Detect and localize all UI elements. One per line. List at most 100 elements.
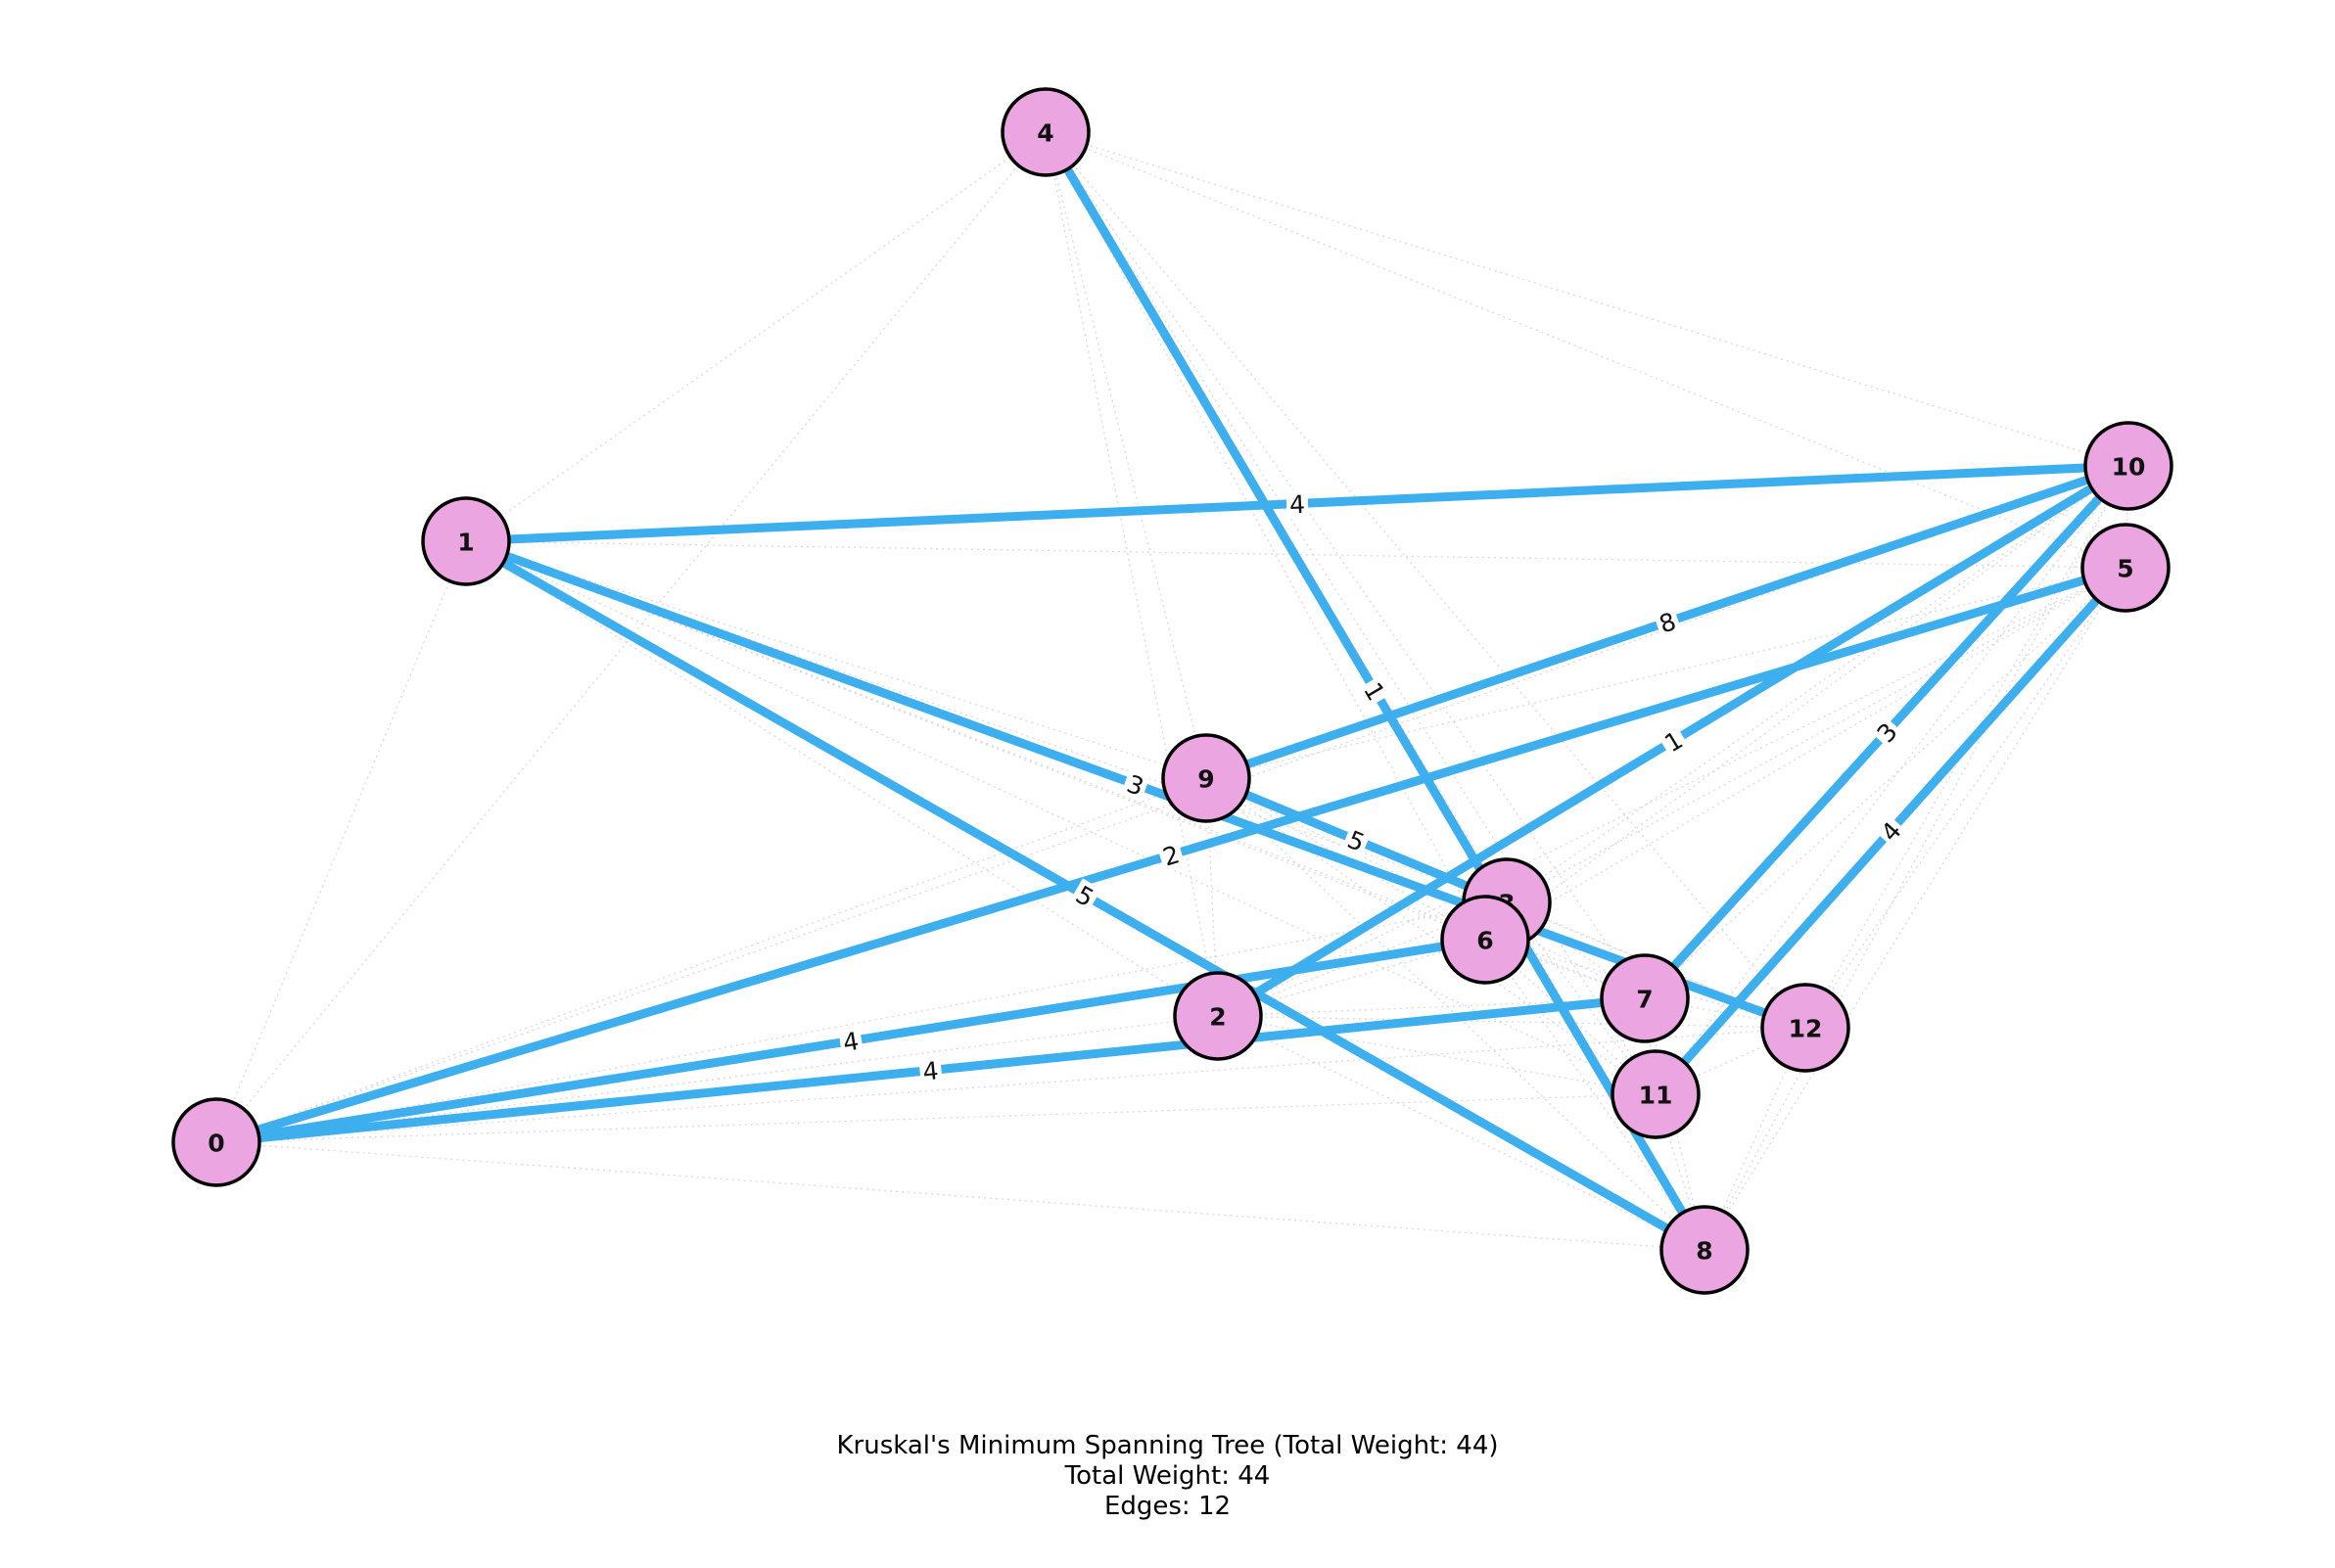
background-edge (1045, 131, 1806, 1029)
graph-node: 12 (1760, 983, 1850, 1073)
background-edge (465, 131, 1047, 542)
mst-edges (214, 129, 2132, 1254)
graph-node: 1 (421, 496, 511, 586)
node-circle (421, 496, 511, 586)
graph-node: 0 (171, 1097, 261, 1187)
background-edge (1644, 567, 2126, 999)
background-edge (465, 540, 1219, 1017)
background-edge (1484, 465, 2129, 941)
node-label: 1 (457, 529, 474, 557)
node-label: 11 (1639, 1082, 1673, 1110)
edge-weight-background (918, 1055, 943, 1085)
edge-weight-background (1653, 605, 1682, 639)
edge-weight-background (1156, 838, 1186, 872)
edge-weight-label: 2 (1156, 838, 1186, 872)
background-edge (1045, 131, 1486, 941)
graph-node: 8 (1659, 1205, 1750, 1295)
edge-weight-background (837, 1025, 864, 1057)
caption: Kruskal's Minimum Spanning Tree (Total W… (0, 1431, 2335, 1522)
caption-title: Kruskal's Minimum Spanning Tree (Total W… (836, 1431, 1499, 1460)
graph-nodes: 0123456789101112 (171, 87, 2173, 1295)
edge-weight-background (1657, 723, 1690, 759)
node-circle (1161, 733, 1251, 823)
node-label: 10 (2112, 453, 2146, 482)
graph-node: 5 (2080, 523, 2171, 613)
background-edge (1644, 997, 1657, 1095)
background-edges (215, 131, 2129, 1251)
background-edge (1217, 1015, 1657, 1095)
node-circle (1760, 983, 1850, 1073)
background-edge (1045, 131, 2129, 467)
edge-weight-background (1285, 489, 1309, 518)
edge-weight-background (1873, 813, 1908, 849)
background-edge (1217, 1015, 1705, 1251)
edge-weight-label: 4 (918, 1055, 943, 1086)
node-label: 12 (1789, 1015, 1823, 1043)
graph-node: 4 (1001, 87, 1091, 177)
node-circle (1659, 1205, 1750, 1295)
edge-weight-background (1869, 715, 1904, 750)
background-edge (465, 540, 1657, 1095)
node-circle (1611, 1049, 1701, 1139)
background-edge (1506, 465, 2129, 903)
background-edge (1655, 465, 2129, 1095)
edge-weight-background (1068, 878, 1102, 913)
background-edge (215, 1093, 1657, 1143)
caption-edge-count: Edges: 12 (1103, 1492, 1232, 1521)
graph-node: 2 (1173, 971, 1263, 1061)
node-label: 7 (1636, 986, 1653, 1014)
edge-weight-text: 4 (841, 1027, 861, 1057)
graph-node: 10 (2083, 421, 2173, 511)
graph-node: 6 (1440, 895, 1530, 985)
background-edge (1045, 131, 2126, 569)
node-label: 9 (1197, 765, 1214, 794)
node-circle (2080, 523, 2171, 613)
edge-weight-label: 3 (1120, 767, 1151, 802)
node-label: 4 (1037, 119, 1053, 148)
background-edge (1506, 901, 1646, 999)
edge-weight-label: 4 (1285, 489, 1309, 520)
background-edge (215, 777, 1207, 1143)
edge-weight-background (1357, 674, 1393, 708)
node-circle (171, 1097, 261, 1187)
background-edge (1484, 567, 2126, 941)
caption-total-weight: Total Weight: 44 (1064, 1461, 1271, 1491)
background-edge (1045, 131, 1207, 779)
graph-node: 9 (1161, 733, 1251, 823)
background-edge (215, 1027, 1806, 1143)
node-label: 8 (1696, 1237, 1712, 1266)
background-edge (215, 540, 467, 1143)
background-edge (1205, 777, 1219, 1017)
edge-weight-text: 4 (921, 1056, 940, 1085)
background-edge (1704, 567, 2126, 1251)
background-edge (215, 1141, 1705, 1251)
node-circle (1001, 87, 1091, 177)
background-edge (1506, 901, 1806, 1029)
background-edge (1704, 465, 2129, 1251)
background-edge (215, 1015, 1219, 1143)
background-edge (1205, 567, 2126, 779)
node-circle (1173, 971, 1263, 1061)
node-circle (1600, 953, 1690, 1043)
background-edge (465, 540, 1207, 779)
node-circle (2083, 421, 2173, 511)
edge-weight-text: 4 (1288, 490, 1305, 520)
edge-weight-label: 4 (837, 1025, 864, 1057)
node-label: 0 (208, 1130, 224, 1158)
edge-weight-label: 5 (1340, 823, 1373, 857)
edge-weight-background (1340, 823, 1373, 857)
background-edge (1045, 131, 1657, 1095)
graph-node: 11 (1611, 1049, 1701, 1139)
background-edge (1217, 567, 2126, 1017)
background-edge (1217, 1015, 1806, 1029)
node-circle (1440, 895, 1530, 985)
edge-weight-label: 8 (1653, 605, 1682, 639)
edge-weight-text: 2 (1159, 840, 1183, 871)
background-edge (1506, 567, 2126, 903)
graph-node: 7 (1600, 953, 1690, 1043)
node-label: 2 (1209, 1003, 1226, 1032)
background-edge (1205, 777, 1486, 941)
node-label: 6 (1476, 927, 1493, 955)
